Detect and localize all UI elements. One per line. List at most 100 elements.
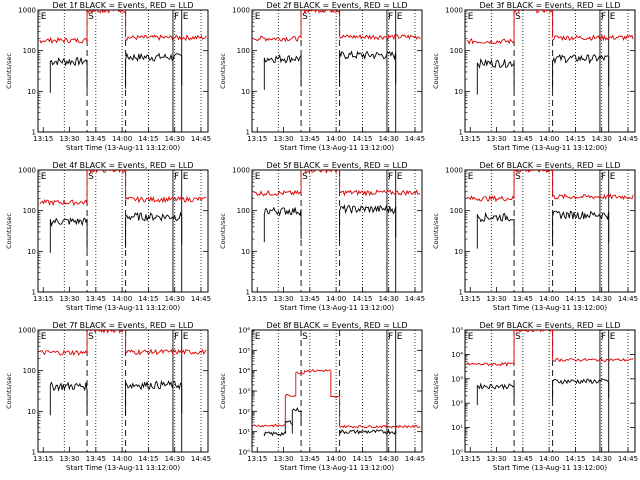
- x-tick-label: 14:15: [565, 455, 585, 463]
- x-tick-label: 13:30: [59, 455, 79, 463]
- event-marker: E: [397, 332, 403, 342]
- y-tick-label: 10: [241, 248, 250, 256]
- x-tick-label: 14:00: [326, 135, 346, 143]
- lld-series-line: [552, 357, 634, 363]
- event-marker: E: [468, 12, 474, 22]
- x-tick-label: 13:30: [273, 295, 293, 303]
- y-tick-label: 10⁰: [451, 449, 463, 457]
- x-tick-label: 13:15: [460, 135, 480, 143]
- x-tick-label: 14:30: [592, 455, 612, 463]
- y-tick-label: 10¹: [451, 424, 463, 432]
- y-tick-label: 10⁴: [238, 367, 250, 375]
- events-series-line: [49, 217, 88, 253]
- event-marker: E: [41, 12, 47, 22]
- x-tick-label: 14:45: [618, 135, 638, 143]
- event-marker: F: [388, 332, 393, 342]
- x-axis-label: Start Time (13-Aug-11 13:12:00): [280, 144, 394, 152]
- lld-series-line: [466, 361, 515, 367]
- x-tick-label: 14:45: [405, 135, 425, 143]
- x-tick-label: 13:45: [300, 135, 320, 143]
- panel-title: Det 7f BLACK = Events, RED = LLD: [52, 321, 193, 330]
- events-series-line: [125, 52, 183, 89]
- y-tick-label: 10²: [238, 408, 250, 416]
- y-tick-label: 100: [23, 367, 36, 375]
- lld-series-line: [125, 34, 207, 42]
- x-tick-label: 14:30: [379, 295, 399, 303]
- lld-series-line: [39, 198, 88, 207]
- x-axis-label: Start Time (13-Aug-11 13:12:00): [493, 304, 607, 312]
- event-marker: E: [610, 172, 616, 182]
- y-tick-label: 1000: [232, 7, 250, 15]
- x-tick-label: 13:15: [33, 295, 53, 303]
- event-marker: E: [255, 172, 261, 182]
- lld-series-line: [330, 395, 340, 399]
- x-tick-label: 14:15: [352, 455, 372, 463]
- y-tick-label: 1: [459, 289, 463, 297]
- y-tick-label: 10: [27, 408, 36, 416]
- y-tick-label: 1000: [445, 7, 463, 15]
- y-tick-label: 10: [241, 88, 250, 96]
- x-tick-label: 14:15: [565, 295, 585, 303]
- event-marker: E: [610, 332, 616, 342]
- events-series-line: [339, 50, 397, 87]
- y-tick-label: 1: [32, 289, 36, 297]
- panel-title: Det 4f BLACK = Events, RED = LLD: [52, 161, 193, 170]
- lld-series-line: [39, 36, 88, 45]
- lld-series-line: [466, 194, 515, 203]
- x-tick-label: 13:45: [300, 295, 320, 303]
- event-marker: S: [88, 332, 94, 342]
- event-marker: E: [468, 172, 474, 182]
- event-marker: S: [88, 172, 94, 182]
- panel-title: Det 2f BLACK = Events, RED = LLD: [266, 1, 407, 10]
- lld-series-line: [253, 35, 302, 43]
- event-marker: E: [41, 172, 47, 182]
- event-marker: F: [601, 172, 606, 182]
- lld-series-line: [552, 33, 634, 42]
- x-tick-label: 13:45: [86, 295, 106, 303]
- lld-series-line: [339, 189, 421, 197]
- plot-frame: [251, 329, 423, 453]
- y-tick-label: 10¹: [238, 428, 250, 436]
- y-tick-label: 10³: [238, 388, 250, 396]
- x-tick-label: 14:45: [191, 135, 211, 143]
- x-tick-label: 14:45: [191, 295, 211, 303]
- y-axis-label: Counts/sec: [5, 53, 13, 89]
- y-tick-label: 1000: [232, 167, 250, 175]
- events-series-line: [284, 419, 293, 434]
- x-tick-label: 13:15: [247, 455, 267, 463]
- y-axis-label: Counts/sec: [219, 373, 227, 409]
- lld-series-line: [253, 189, 302, 197]
- panel-title: Det 1f BLACK = Events, RED = LLD: [52, 1, 193, 10]
- y-tick-label: 10: [27, 88, 36, 96]
- panel-title: Det 8f BLACK = Events, RED = LLD: [266, 321, 407, 330]
- events-series-line: [263, 206, 302, 243]
- x-tick-label: 13:45: [513, 135, 533, 143]
- x-tick-label: 14:15: [352, 295, 372, 303]
- x-tick-label: 14:30: [165, 135, 185, 143]
- event-marker: E: [468, 332, 474, 342]
- x-tick-label: 13:15: [247, 135, 267, 143]
- lld-series-line: [302, 170, 338, 174]
- x-tick-label: 14:30: [592, 295, 612, 303]
- events-series-line: [476, 57, 515, 95]
- x-tick-label: 14:30: [592, 135, 612, 143]
- events-series-line: [49, 57, 88, 93]
- plot-frame: [37, 329, 209, 453]
- x-tick-label: 13:15: [247, 295, 267, 303]
- y-tick-label: 10⁵: [238, 347, 250, 355]
- events-series-line: [125, 211, 183, 249]
- panel-title: Det 9f BLACK = Events, RED = LLD: [479, 321, 620, 330]
- events-series-line: [552, 378, 610, 401]
- lld-series-line: [125, 195, 207, 204]
- y-axis-label: Counts/sec: [5, 213, 13, 249]
- y-tick-label: 100: [23, 47, 36, 55]
- lld-series-line: [39, 349, 88, 357]
- lld-series-line: [514, 170, 553, 174]
- x-tick-label: 13:45: [513, 295, 533, 303]
- y-tick-label: 100: [237, 47, 250, 55]
- panel-title: Det 5f BLACK = Events, RED = LLD: [266, 161, 407, 170]
- y-axis-label: Counts/sec: [5, 373, 13, 409]
